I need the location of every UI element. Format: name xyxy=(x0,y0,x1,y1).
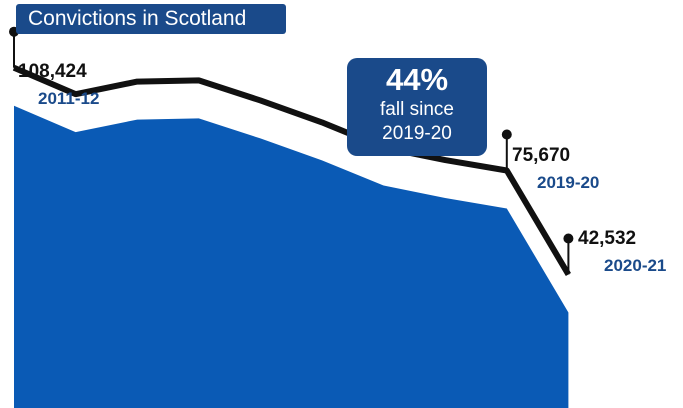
data-label-2020-21-period: 2020-21 xyxy=(604,256,667,275)
marker-dot-2020-21 xyxy=(563,233,574,244)
callout-headline: 44% xyxy=(385,62,449,97)
area-fill xyxy=(14,105,569,408)
data-label-2019-20-period: 2019-20 xyxy=(537,173,600,192)
callout-line-2: 2019-20 xyxy=(382,123,452,144)
chart-title: Convictions in Scotland xyxy=(16,4,286,34)
marker-group xyxy=(9,26,574,275)
series-line xyxy=(12,64,571,277)
callout-line-1: fall since xyxy=(380,99,454,120)
data-label-2019-20-value: 75,670 xyxy=(512,145,571,166)
data-label-2020-21-value: 42,532 xyxy=(578,228,637,249)
data-label-2011-12-value: 108,424 xyxy=(18,61,87,82)
data-label-2011-12-period: 2011-12 xyxy=(38,89,100,108)
marker-dot-2019-20 xyxy=(501,129,512,140)
callout-box: 44% fall since 2019-20 xyxy=(347,58,487,156)
